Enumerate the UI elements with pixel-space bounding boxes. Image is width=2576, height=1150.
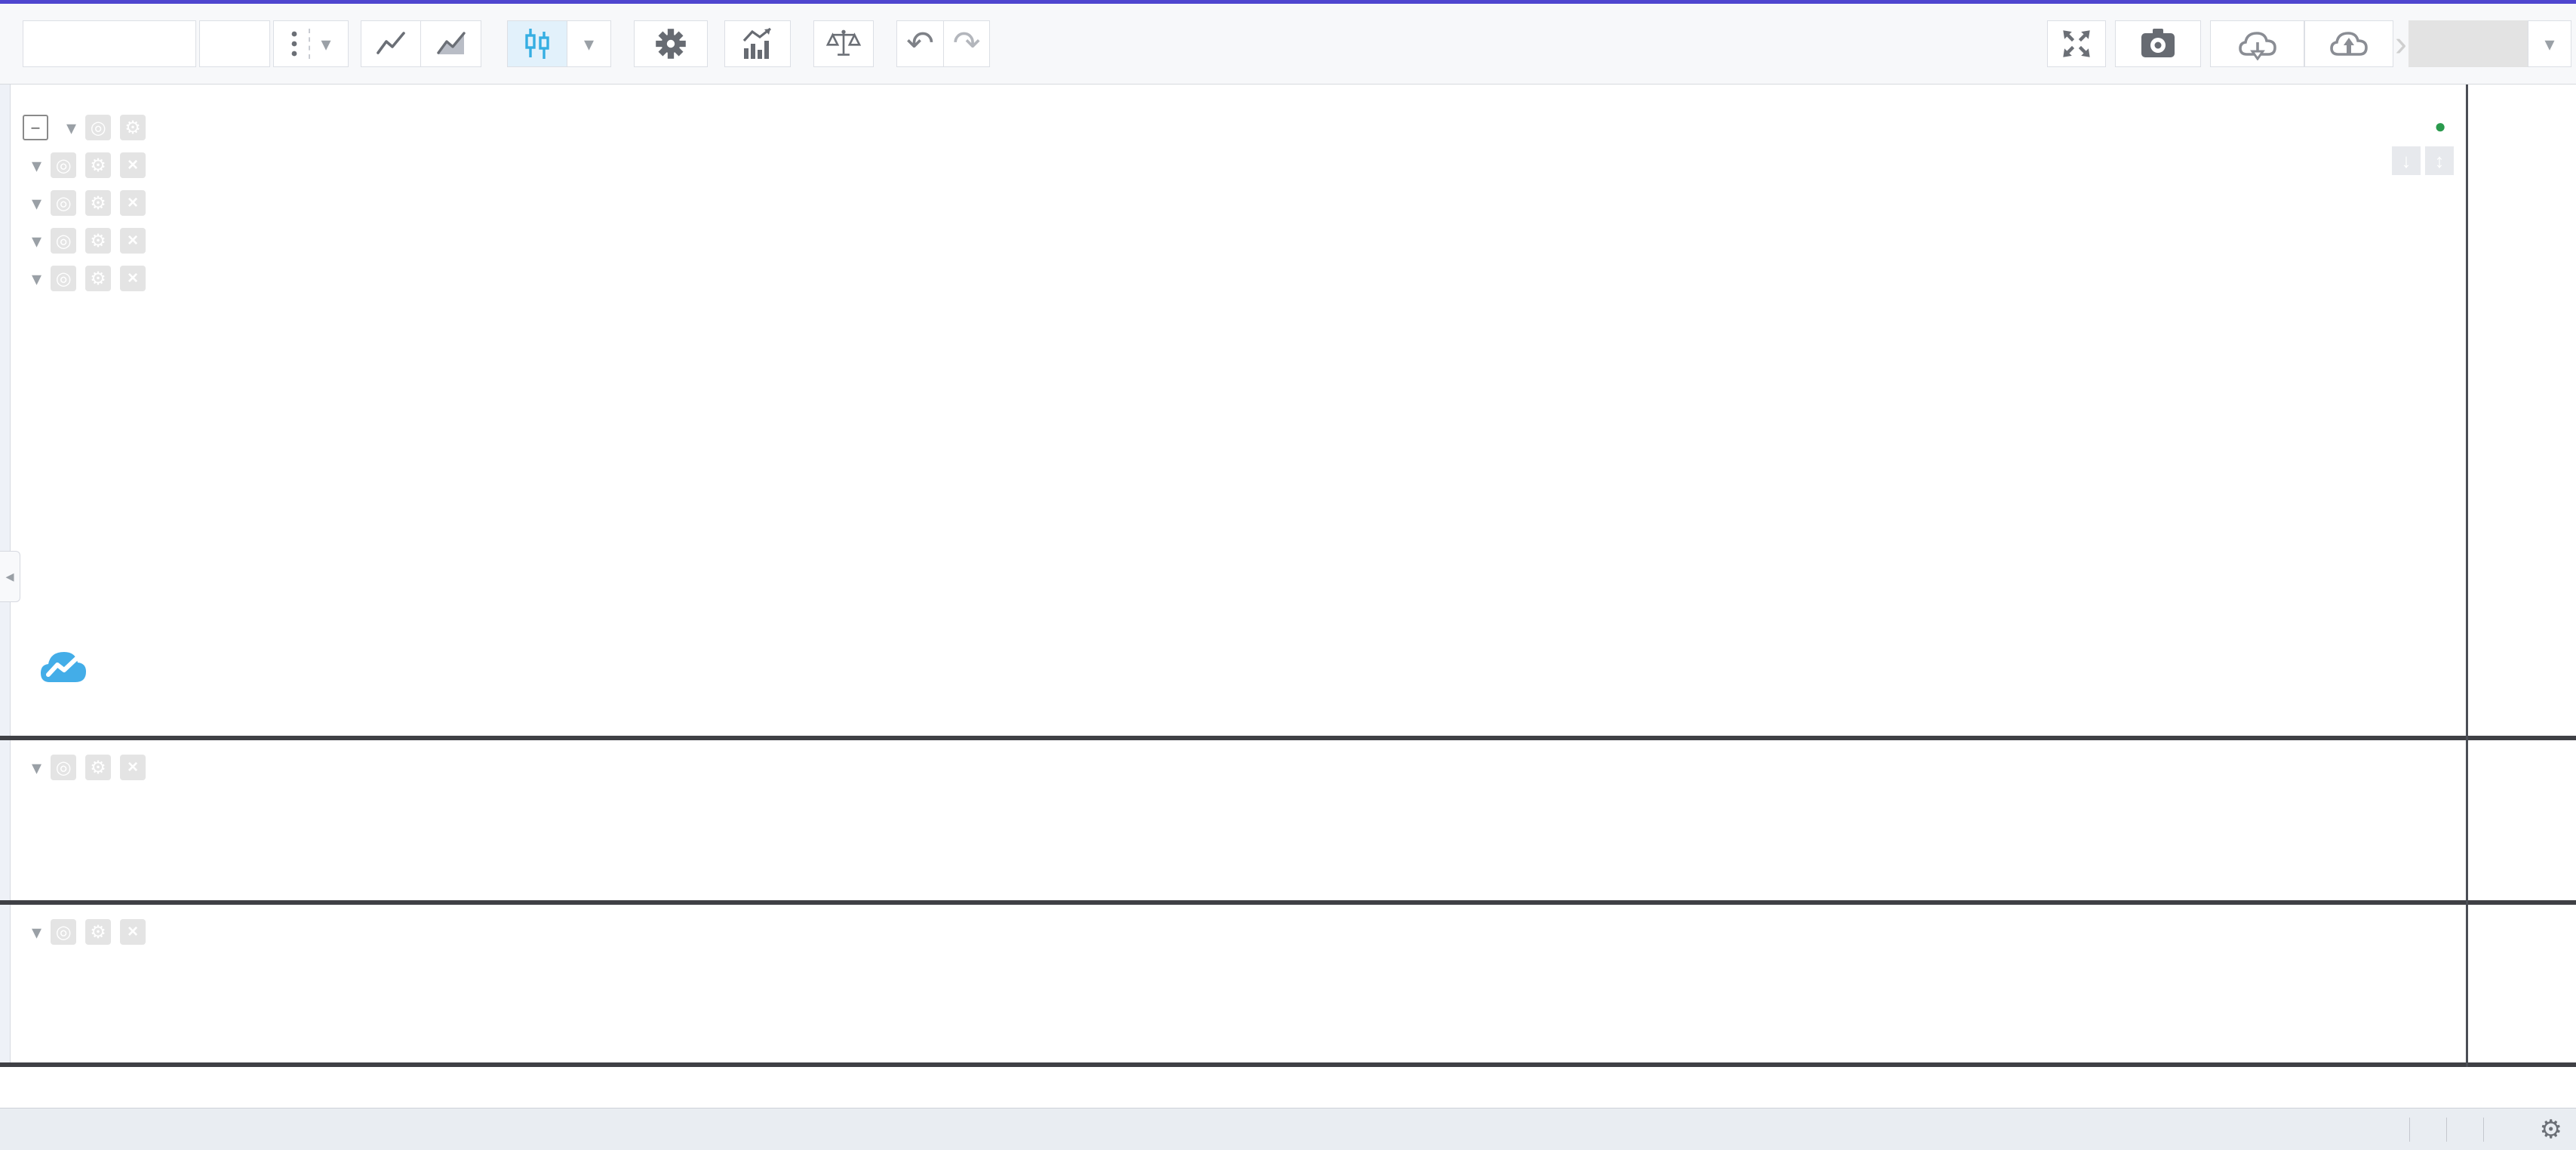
cloud-upload-icon <box>2330 32 2368 56</box>
tradingview-logo-icon <box>41 652 86 682</box>
gear-icon[interactable]: ⚙ <box>85 755 112 780</box>
breadcrumb-chevron: › <box>2395 23 2407 64</box>
fullscreen-icon <box>2063 30 2090 57</box>
stoch-rsi-legend: ▾ ◎ ⚙ × <box>23 913 165 951</box>
indicators-icon <box>742 27 771 59</box>
area-chart-button[interactable] <box>421 20 481 67</box>
chevron-down-icon: ▾ <box>583 32 595 55</box>
close-icon[interactable]: × <box>120 152 146 178</box>
symbol-input[interactable] <box>23 20 196 67</box>
pane-separator[interactable] <box>0 1062 2576 1067</box>
chevron-down-icon[interactable]: ▾ <box>32 153 42 177</box>
pane-separator[interactable] <box>0 900 2576 905</box>
chart-area: ◂ – ▾ ◎ ⚙ ▾ ◎ ⚙ × <box>0 85 2576 1150</box>
scales-icon <box>825 29 862 56</box>
load-layout-button[interactable] <box>2210 20 2305 67</box>
chart-settings-button[interactable] <box>634 20 708 67</box>
close-icon[interactable]: × <box>120 755 146 780</box>
legend-row-ma-cross: ▾ ◎ ⚙ × <box>23 222 174 260</box>
candles-icon <box>525 29 549 59</box>
interval-menu-button[interactable]: ▾ <box>273 20 349 67</box>
chart-type-menu-button[interactable]: ▾ <box>567 20 611 67</box>
gear-icon[interactable]: ⚙ <box>85 228 112 254</box>
top-accent-bar <box>0 0 2576 4</box>
legend-row-ma: ▾ ◎ ⚙ × <box>23 260 174 297</box>
market-open-dot: ● <box>2434 115 2446 137</box>
chevron-down-icon: ▾ <box>321 32 331 55</box>
close-icon[interactable]: × <box>120 228 146 254</box>
line-chart-icon <box>377 32 405 54</box>
chevron-down-icon[interactable]: ▾ <box>32 229 42 252</box>
drawing-toolbar-handle[interactable]: ◂ <box>0 551 20 602</box>
gear-icon[interactable]: ⚙ <box>120 115 146 140</box>
rsi-legend: ▾ ◎ ⚙ × <box>23 749 165 786</box>
main-toolbar: ▾ ▾ <box>0 4 2576 85</box>
snapshot-button[interactable] <box>2115 20 2202 67</box>
chevron-down-icon[interactable]: ▾ <box>32 920 42 943</box>
line-chart-button[interactable] <box>361 20 421 67</box>
dots-menu-icon <box>292 31 297 57</box>
interval-button[interactable] <box>199 20 270 67</box>
publish-menu-button[interactable]: ▾ <box>2528 20 2571 67</box>
chevron-down-icon[interactable]: ▾ <box>32 755 42 779</box>
legend-row-symbol: – ▾ ◎ ⚙ <box>23 109 174 146</box>
chevron-down-icon: ▾ <box>2544 32 2555 55</box>
status-bar: ⚙ <box>0 1108 2576 1150</box>
redo-icon: ↷ <box>952 25 981 62</box>
pane-separator[interactable] <box>0 736 2576 740</box>
settings-gear-icon[interactable]: ⚙ <box>2539 1115 2562 1144</box>
publish-idea-button[interactable] <box>2408 20 2528 67</box>
legend-row-volume: ▾ ◎ ⚙ × <box>23 146 174 184</box>
cloud-download-icon <box>2238 32 2276 60</box>
divider <box>2445 1117 2447 1142</box>
price-axis-border <box>2466 85 2468 1067</box>
divider <box>309 29 311 59</box>
eye-icon[interactable]: ◎ <box>51 228 77 254</box>
eye-icon[interactable]: ◎ <box>51 266 77 291</box>
undo-button[interactable]: ↶ <box>896 20 943 67</box>
chevron-down-icon[interactable]: ▾ <box>32 191 42 214</box>
divider <box>2408 1117 2410 1142</box>
close-icon[interactable]: × <box>120 190 146 216</box>
chart-legend: – ▾ ◎ ⚙ ▾ ◎ ⚙ × ▾ ◎ ⚙ × <box>23 109 174 297</box>
chevron-down-icon[interactable]: ▾ <box>66 115 77 139</box>
area-chart-icon <box>436 32 466 54</box>
redo-button[interactable]: ↷ <box>943 20 990 67</box>
gear-icon <box>656 29 686 59</box>
time-axis[interactable] <box>0 1067 2576 1108</box>
divider <box>2482 1117 2484 1142</box>
eye-icon[interactable]: ◎ <box>51 152 77 178</box>
camera-icon <box>2141 29 2175 57</box>
eye-icon[interactable]: ◎ <box>51 190 77 216</box>
undo-icon: ↶ <box>906 25 934 62</box>
close-icon[interactable]: × <box>120 266 146 291</box>
candles-chart-button[interactable] <box>507 20 567 67</box>
indicators-button[interactable] <box>724 20 791 67</box>
fullscreen-button[interactable] <box>2047 20 2107 67</box>
scroll-buttons: ↓ ↕ <box>2392 146 2454 175</box>
close-icon[interactable]: × <box>120 919 146 945</box>
legend-row-bb: ▾ ◎ ⚙ × <box>23 184 174 222</box>
compare-button[interactable] <box>813 20 874 67</box>
save-layout-button[interactable] <box>2304 20 2394 67</box>
eye-icon[interactable]: ◎ <box>85 115 112 140</box>
gear-icon[interactable]: ⚙ <box>85 190 112 216</box>
eye-icon[interactable]: ◎ <box>51 919 77 945</box>
gear-icon[interactable]: ⚙ <box>85 266 112 291</box>
scroll-down-button[interactable]: ↓ <box>2392 146 2421 175</box>
eye-icon[interactable]: ◎ <box>51 755 77 780</box>
collapse-pane-icon[interactable]: – <box>23 115 48 140</box>
gear-icon[interactable]: ⚙ <box>85 152 112 178</box>
scroll-to-recent-button[interactable]: ↕ <box>2425 146 2454 175</box>
gear-icon[interactable]: ⚙ <box>85 919 112 945</box>
stoch-rsi-pane[interactable] <box>0 85 226 198</box>
tradingview-watermark <box>39 644 100 693</box>
chevron-down-icon[interactable]: ▾ <box>32 266 42 290</box>
market-status: ● <box>2434 115 2455 138</box>
